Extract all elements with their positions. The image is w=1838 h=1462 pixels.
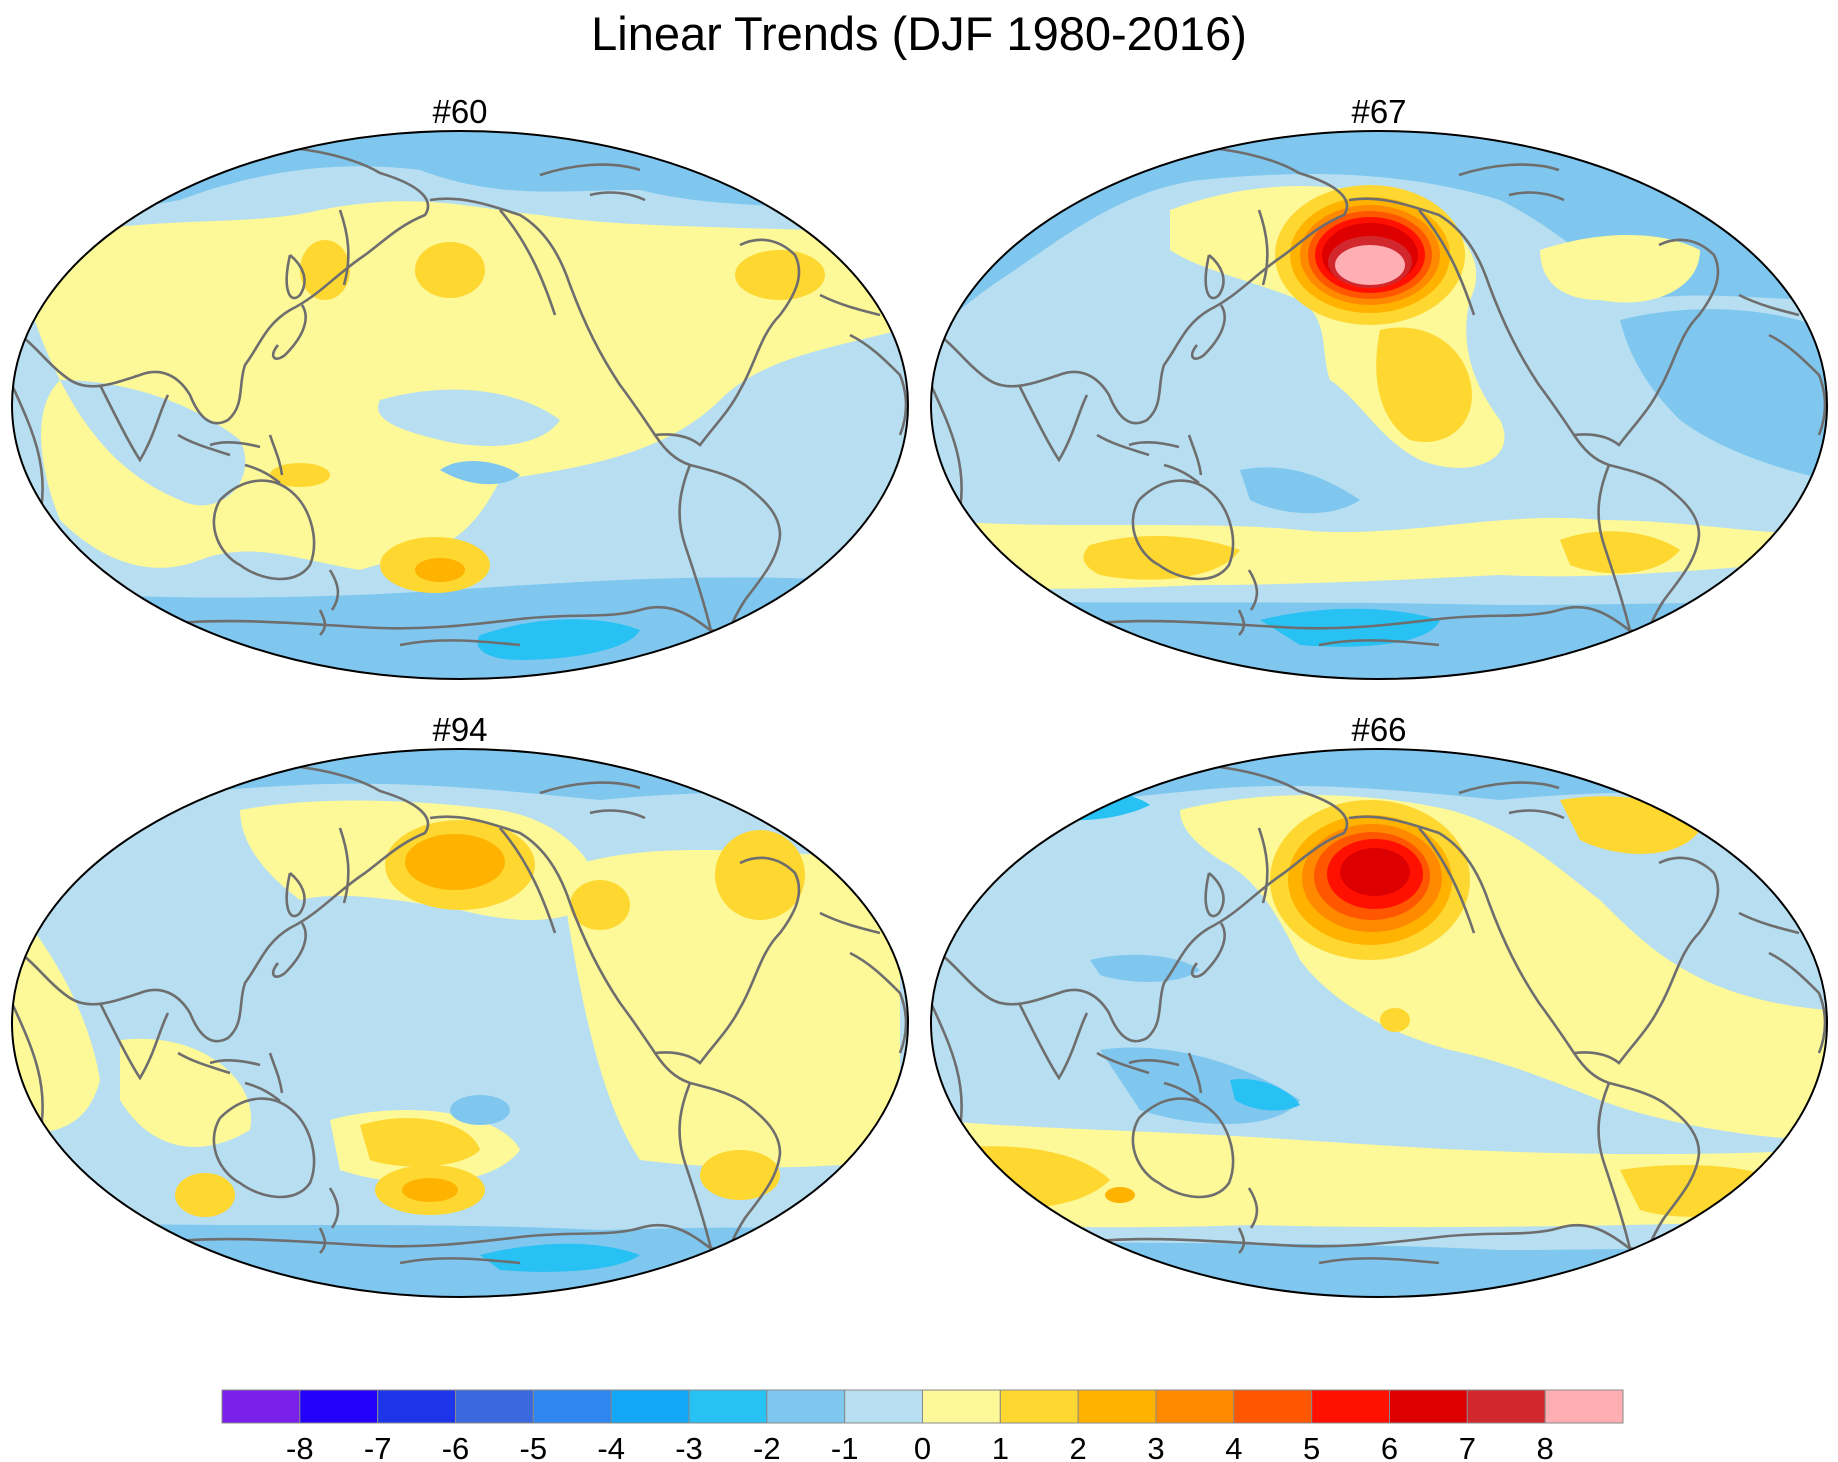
colorbar-tick-label: -7 — [364, 1431, 392, 1462]
colorbar-swatch — [766, 1389, 846, 1424]
colorbar-tick-label: 6 — [1381, 1431, 1398, 1462]
colorbar-swatch — [1389, 1389, 1468, 1424]
colorbar-swatch — [299, 1389, 379, 1424]
colorbar-tick-label: 5 — [1303, 1431, 1320, 1462]
colorbar-tick-label: 2 — [1070, 1431, 1087, 1462]
map-panel-66 — [930, 748, 1828, 1298]
colorbar-swatch — [221, 1389, 301, 1424]
colorbar-swatch — [922, 1389, 1001, 1424]
colorbar-tick-label: 1 — [992, 1431, 1009, 1462]
colorbar-tick-label: 3 — [1147, 1431, 1164, 1462]
map-panel-67 — [930, 130, 1828, 680]
colorbar-tick-label: -1 — [831, 1431, 859, 1462]
colorbar-tick-label: 7 — [1459, 1431, 1476, 1462]
panel-title-4: #66 — [1351, 711, 1407, 748]
map-panel-60 — [11, 130, 909, 680]
colorbar-swatch — [999, 1389, 1079, 1424]
colorbar: -8 -7 -6 -5 -4 -3 -2 -1 0 1 2 3 4 5 6 7 8 — [221, 1389, 1624, 1462]
colorbar-swatch — [688, 1389, 768, 1424]
colorbar-swatch — [1466, 1389, 1546, 1424]
panel-title-3: #94 — [432, 711, 488, 748]
colorbar-tick-label: 4 — [1225, 1431, 1242, 1462]
colorbar-swatch — [610, 1389, 690, 1424]
colorbar-tick-label: -3 — [675, 1431, 703, 1462]
colorbar-tick-label: -6 — [442, 1431, 470, 1462]
colorbar-swatch — [532, 1389, 612, 1424]
colorbar-swatch — [1155, 1389, 1235, 1424]
colorbar-swatch — [1544, 1389, 1624, 1424]
colorbar-swatch — [1077, 1389, 1157, 1424]
panel-title-1: #60 — [432, 93, 488, 130]
colorbar-tick-label: -8 — [286, 1431, 314, 1462]
colorbar-tick-label: -5 — [520, 1431, 548, 1462]
colorbar-tick-label: 8 — [1537, 1431, 1554, 1462]
map-panel-94 — [11, 748, 909, 1298]
colorbar-tick-label: -2 — [753, 1431, 781, 1462]
colorbar-swatch — [455, 1389, 534, 1424]
colorbar-swatch — [1311, 1389, 1390, 1424]
colorbar-tick-label: -4 — [597, 1431, 625, 1462]
colorbar-swatch — [1233, 1389, 1313, 1424]
panel-title-2: #67 — [1351, 93, 1407, 130]
colorbar-swatch — [377, 1389, 456, 1424]
chart-title: Linear Trends (DJF 1980-2016) — [591, 7, 1247, 60]
colorbar-swatch — [844, 1389, 924, 1424]
colorbar-tick-label: 0 — [914, 1431, 931, 1462]
